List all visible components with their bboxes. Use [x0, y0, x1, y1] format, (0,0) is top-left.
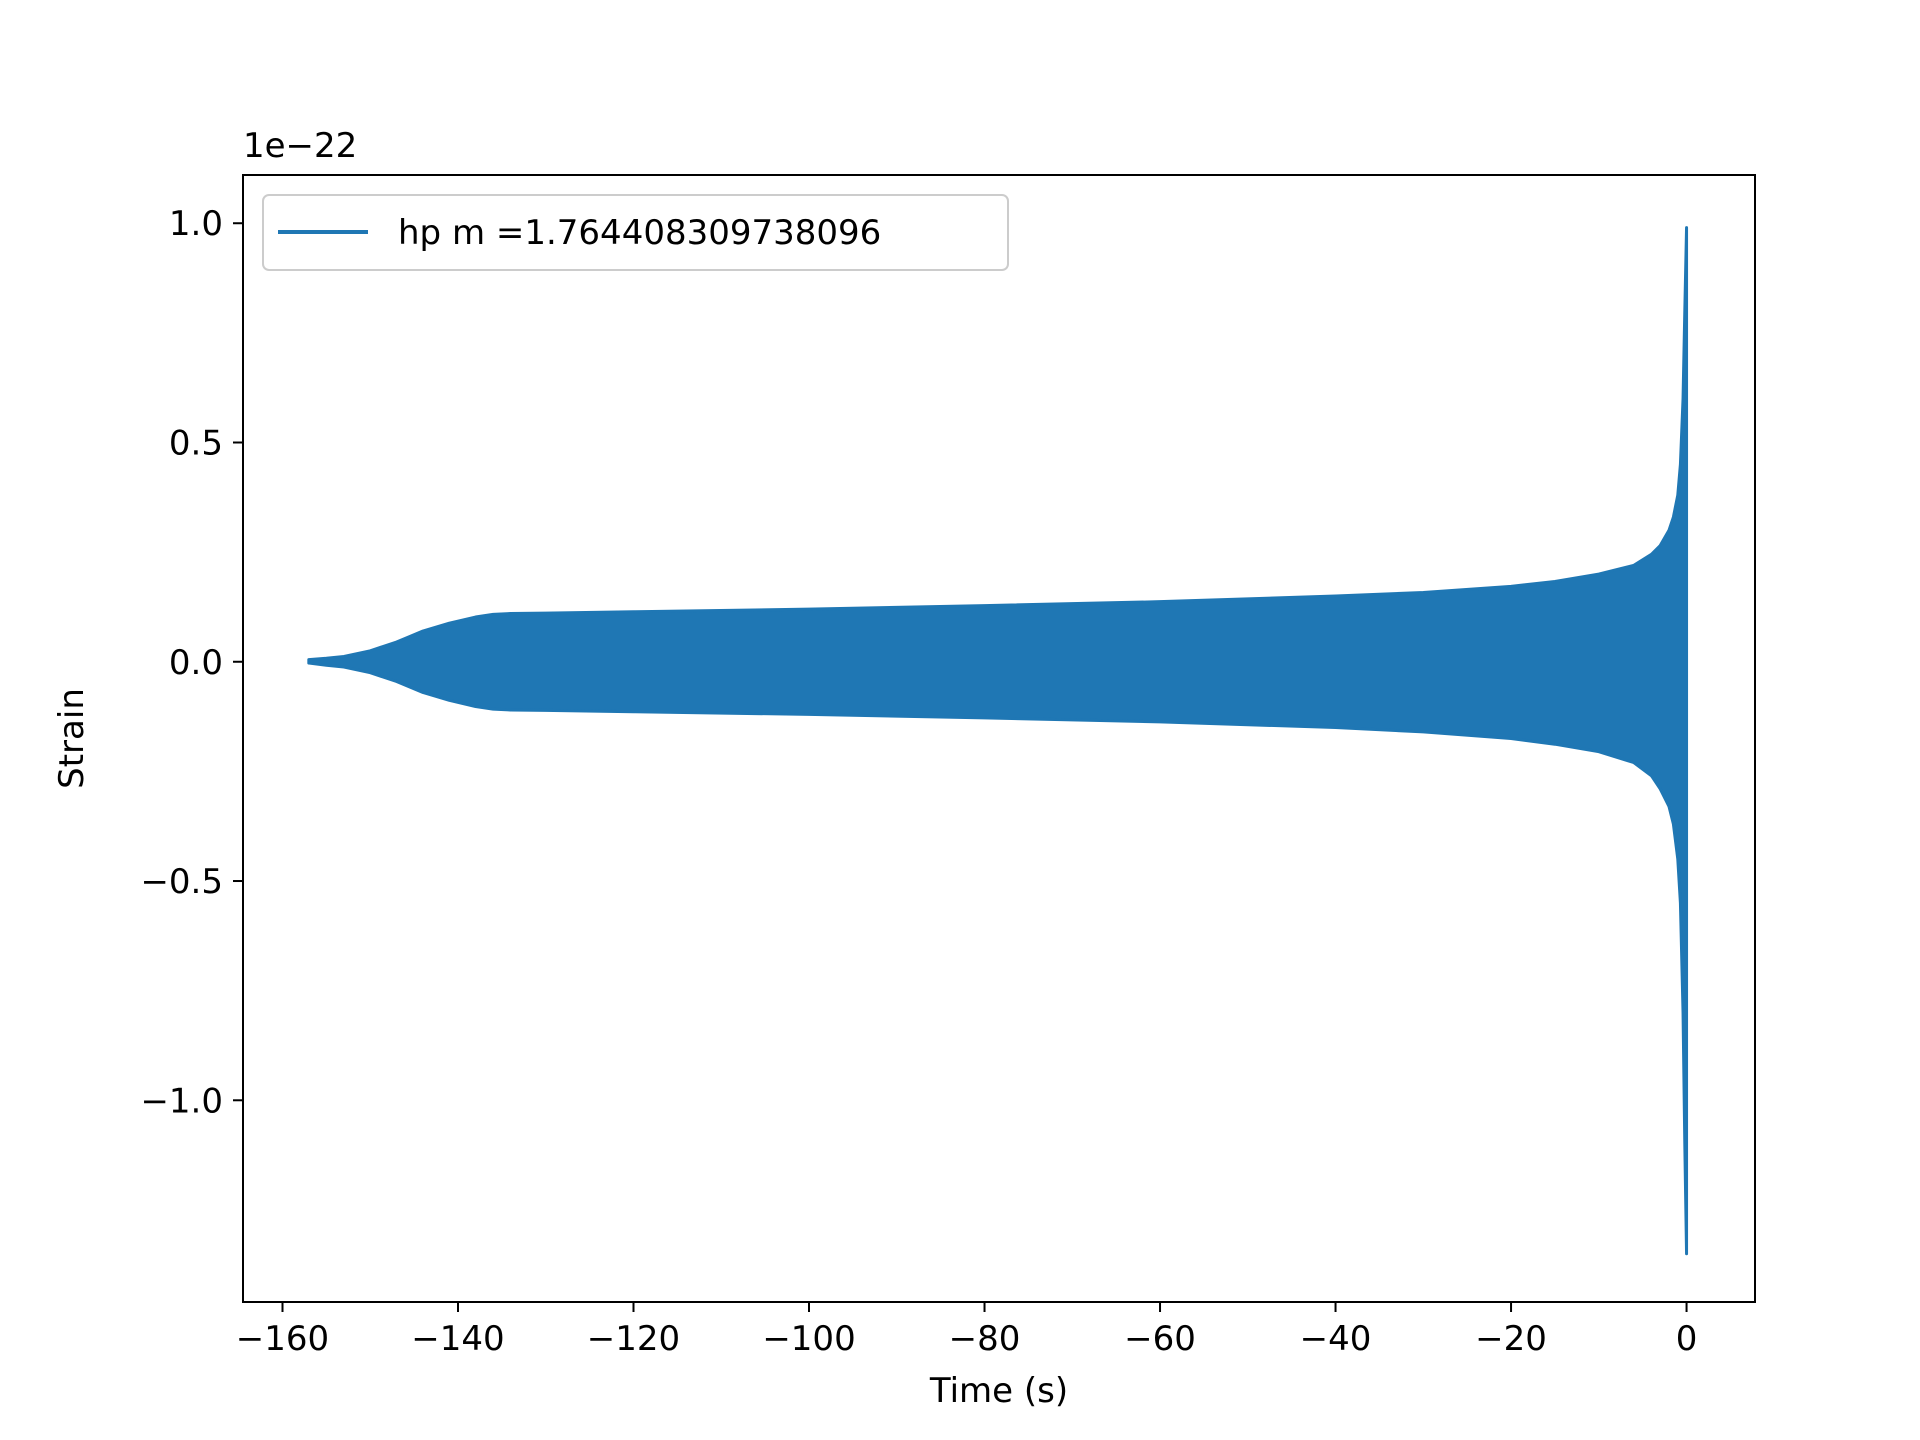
series-layer	[307, 226, 1689, 1256]
x-tick-label: −140	[411, 1319, 504, 1359]
y-offset-text: 1e−22	[243, 126, 357, 166]
x-tick-label: −100	[762, 1319, 855, 1359]
x-tick-label: −40	[1300, 1319, 1372, 1359]
x-tick-label: −120	[587, 1319, 680, 1359]
series-0-waveform	[307, 226, 1689, 1256]
x-tick-label: 0	[1676, 1319, 1698, 1359]
legend-box	[262, 194, 1009, 271]
x-axis-label: Time (s)	[929, 1371, 1068, 1411]
y-tick-label: 0.5	[169, 423, 223, 463]
y-tick-label: −0.5	[140, 862, 223, 902]
y-tick-label: 1.0	[169, 204, 223, 244]
legend-label: hp m =1.764408309738096	[398, 213, 881, 253]
y-axis-label: Strain	[52, 688, 92, 789]
x-tick-label: −20	[1475, 1319, 1547, 1359]
x-tick-label: −80	[949, 1319, 1021, 1359]
y-tick-label: 0.0	[169, 643, 223, 683]
plot-frame	[242, 174, 1756, 1303]
x-tick-label: −60	[1124, 1319, 1196, 1359]
x-axis: −160 −140 −120 −100 −80 −60 −40 −20 0	[236, 1302, 1698, 1359]
x-tick-label: −160	[236, 1319, 329, 1359]
y-tick-label: −1.0	[140, 1081, 223, 1121]
legend: hp m =1.764408309738096	[262, 194, 1009, 271]
y-axis: 1.0 0.5 0.0 −0.5 −1.0	[140, 204, 243, 1121]
